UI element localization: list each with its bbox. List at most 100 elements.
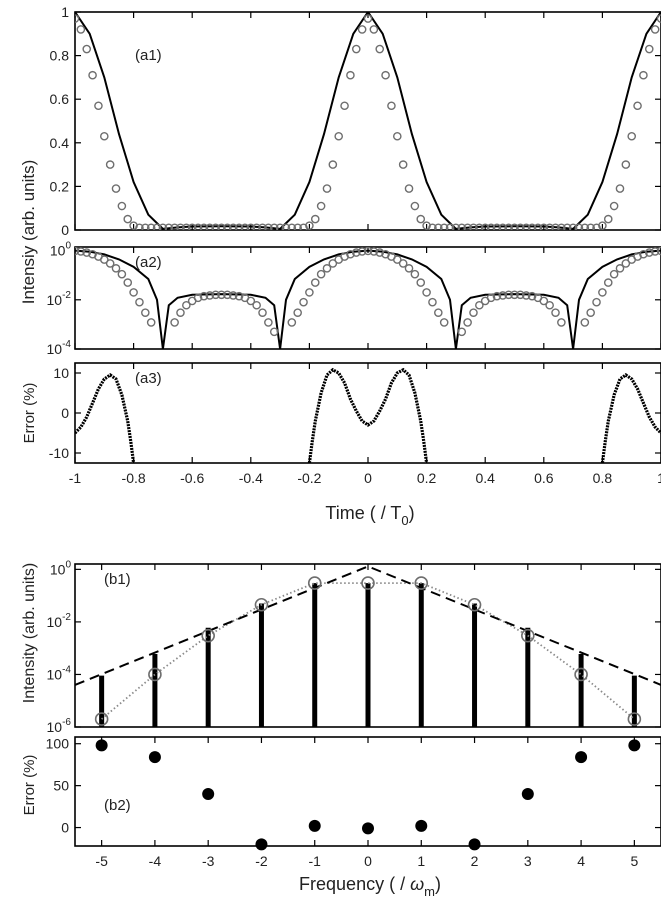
a2-point	[592, 297, 601, 307]
b1-dashed-envelope	[75, 565, 661, 686]
a1-point	[498, 223, 508, 230]
a1-point	[75, 14, 80, 23]
a2-point	[199, 291, 209, 301]
panel-a1: 0 0.2 0.4 0.6 0.8 1 (a1)	[50, 4, 661, 238]
a2-point	[117, 269, 127, 279]
a1-point	[410, 201, 420, 211]
a1-point	[451, 223, 461, 230]
a1-point	[428, 223, 437, 230]
a1-point	[527, 223, 537, 230]
a1-point	[574, 223, 584, 230]
panel-label-b1: (b1)	[104, 571, 131, 588]
a1-point	[504, 223, 513, 230]
a2-point	[76, 247, 86, 256]
xtick-label-a3: 0	[364, 470, 372, 486]
a1-point	[609, 201, 619, 211]
a2-point	[598, 288, 607, 297]
xtick-label-a3: -1	[69, 470, 82, 486]
a2-point	[434, 308, 443, 317]
a2-point	[504, 290, 513, 300]
b2-point	[148, 751, 161, 764]
ytick-label-a1: 1	[61, 4, 69, 20]
a1-point	[275, 223, 285, 230]
a1-point	[346, 70, 355, 80]
a1-point	[310, 214, 320, 224]
a1-point	[187, 223, 197, 230]
b1-circle	[627, 712, 642, 726]
a2-point	[322, 264, 332, 273]
a1-point	[258, 223, 267, 230]
b2-ylabel: Error (%)	[21, 755, 38, 816]
a1-point	[217, 223, 226, 230]
a2-point	[639, 249, 648, 259]
a2-point	[228, 291, 238, 300]
a2-point	[498, 291, 508, 300]
ytick-label-a3: 10	[53, 365, 69, 381]
a2-point	[463, 318, 472, 327]
axes-box-a2	[74, 246, 661, 350]
a1-point	[568, 223, 578, 230]
a2-point	[416, 278, 426, 287]
a1-point	[545, 223, 554, 230]
a2-point	[346, 249, 355, 259]
panel-a3: -10 0 10 -1 -0.8 -0.6 -0.4 -0.2 0 0.2 0.4 0.6 0.8 1 (a…	[49, 362, 661, 486]
ytick-label-b2: 50	[53, 778, 69, 794]
a3-error-curve-2	[600, 373, 661, 463]
a2-point	[264, 318, 273, 327]
a1-point	[521, 223, 531, 230]
xtick-label-a3: -0.8	[122, 470, 146, 486]
b-xlabel: Frequency ( / ωm)	[299, 874, 441, 899]
a1-point	[598, 221, 607, 230]
panel-b2: 0 50 100 -5 -4 -3 -2 -1 0 1 2 3 4 5 (b2)	[46, 736, 661, 869]
xtick-label-a3: -0.6	[180, 470, 204, 486]
a1-point	[580, 223, 590, 230]
a1-line	[75, 12, 661, 230]
a-xlabel: Time ( / T0)	[325, 503, 414, 528]
a2-point	[557, 318, 566, 327]
a2-point	[223, 290, 232, 300]
a2-point	[316, 269, 326, 279]
ytick-label-a1: 0	[61, 222, 69, 238]
a1-point	[510, 223, 519, 230]
a2-point	[398, 259, 408, 268]
ytick-label-a3: 0	[61, 405, 69, 421]
a2-point	[75, 247, 80, 256]
a1-point	[293, 223, 302, 230]
a1-point	[328, 160, 338, 169]
a1-point	[164, 223, 174, 230]
xtick-label-a3: 0.2	[417, 470, 437, 486]
a1-point	[463, 223, 472, 230]
a2-point	[258, 308, 267, 317]
a2-point	[410, 269, 420, 279]
a1-point	[146, 223, 156, 230]
a2-point	[269, 327, 279, 337]
xtick-label-a3: 1	[657, 470, 661, 486]
a1-point	[439, 223, 449, 230]
ytick-label-a2: 100	[50, 241, 72, 259]
a1-point	[281, 223, 291, 230]
xtick-label-b2: 5	[630, 853, 638, 869]
a3-error-curve-1	[307, 367, 429, 463]
a1-point	[211, 223, 220, 230]
a1-point	[158, 223, 168, 230]
a2-point	[205, 291, 215, 300]
a2-point	[422, 288, 431, 297]
a1-point	[176, 223, 185, 230]
xtick-label-a3: -0.2	[297, 470, 321, 486]
a2-point	[539, 296, 549, 306]
a1-point	[269, 223, 279, 230]
a1-point	[76, 25, 86, 34]
xtick-label-b2: -5	[95, 853, 108, 869]
a1-point	[539, 223, 549, 230]
a1-point	[111, 184, 121, 193]
b1-circle	[361, 576, 375, 590]
b1-circle	[201, 628, 215, 643]
a1-point	[351, 44, 361, 54]
a2-point	[310, 278, 320, 287]
a2-point	[551, 308, 560, 317]
b2-point	[362, 822, 374, 835]
a2-point	[586, 308, 595, 317]
a1-point	[434, 223, 443, 230]
a2-point	[252, 300, 261, 310]
